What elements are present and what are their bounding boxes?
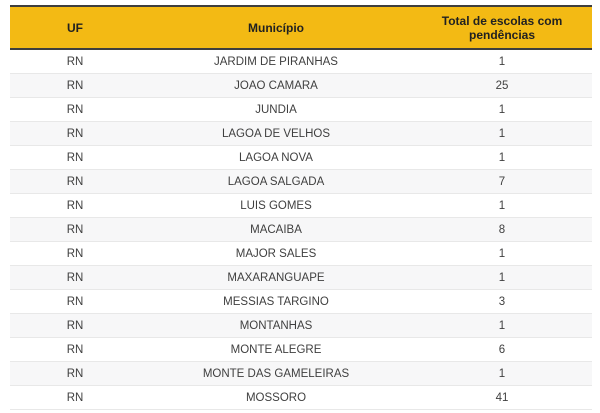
table-row: RN MOSSORO 41 xyxy=(10,386,592,410)
table-row: RN JOAO CAMARA 25 xyxy=(10,74,592,98)
cell-uf: RN xyxy=(66,127,84,140)
cell-total: 1 xyxy=(498,271,506,284)
cell-uf: RN xyxy=(66,271,84,284)
cell-uf: RN xyxy=(66,391,84,404)
cell-uf: RN xyxy=(66,79,84,92)
cell-municipio: LAGOA DE VELHOS xyxy=(221,127,330,140)
table-row: RN LUIS GOMES 1 xyxy=(10,194,592,218)
cell-uf: RN xyxy=(66,175,84,188)
cell-municipio: MACAIBA xyxy=(250,223,302,236)
cell-municipio: MAXARANGUAPE xyxy=(227,271,325,284)
cell-uf: RN xyxy=(66,319,84,332)
table-row: RN JUNDIA 1 xyxy=(10,98,592,122)
cell-municipio: JOAO CAMARA xyxy=(234,79,318,92)
table-row: RN MONTANHAS 1 xyxy=(10,314,592,338)
cell-municipio: MONTE DAS GAMELEIRAS xyxy=(202,367,350,380)
cell-uf: RN xyxy=(66,295,84,308)
cell-total: 6 xyxy=(498,343,506,356)
cell-uf: RN xyxy=(66,367,84,380)
cell-total: 1 xyxy=(498,55,506,68)
cell-uf: RN xyxy=(66,55,84,68)
cell-total: 1 xyxy=(498,127,506,140)
cell-total: 41 xyxy=(495,391,509,404)
cell-total: 1 xyxy=(498,367,506,380)
table-row: RN LAGOA NOVA 1 xyxy=(10,146,592,170)
cell-total: 1 xyxy=(498,247,506,260)
cell-total: 8 xyxy=(498,223,506,236)
cell-total: 7 xyxy=(498,175,506,188)
table-row: RN MAJOR SALES 1 xyxy=(10,242,592,266)
pendencias-table: UF Município Total de escolas com pendên… xyxy=(10,5,592,410)
cell-total: 1 xyxy=(498,319,506,332)
cell-total: 1 xyxy=(498,199,506,212)
cell-uf: RN xyxy=(66,223,84,236)
cell-total: 1 xyxy=(498,103,506,116)
cell-total: 3 xyxy=(498,295,506,308)
cell-total: 1 xyxy=(498,151,506,164)
table-row: RN MONTE ALEGRE 6 xyxy=(10,338,592,362)
cell-municipio: MESSIAS TARGINO xyxy=(223,295,329,308)
cell-total: 25 xyxy=(495,79,509,92)
cell-municipio: LAGOA NOVA xyxy=(239,151,313,164)
column-header-municipio[interactable]: Município xyxy=(248,20,304,35)
cell-uf: RN xyxy=(66,343,84,356)
cell-municipio: MONTE ALEGRE xyxy=(230,343,322,356)
cell-uf: RN xyxy=(66,103,84,116)
cell-municipio: MONTANHAS xyxy=(239,319,313,332)
table-row: RN MAXARANGUAPE 1 xyxy=(10,266,592,290)
cell-municipio: JUNDIA xyxy=(255,103,297,116)
table-row: RN MACAIBA 8 xyxy=(10,218,592,242)
cell-uf: RN xyxy=(66,151,84,164)
cell-municipio: LAGOA SALGADA xyxy=(227,175,325,188)
table-row: RN MONTE DAS GAMELEIRAS 1 xyxy=(10,362,592,386)
table-row: RN MESSIAS TARGINO 3 xyxy=(10,290,592,314)
cell-municipio: MAJOR SALES xyxy=(235,247,317,260)
cell-uf: RN xyxy=(66,247,84,260)
column-header-uf[interactable]: UF xyxy=(67,20,83,35)
column-header-total-escolas-pendencias[interactable]: Total de escolas com pendências xyxy=(441,13,563,42)
table-header-row: UF Município Total de escolas com pendên… xyxy=(10,5,592,50)
cell-municipio: JARDIM DE PIRANHAS xyxy=(214,55,338,68)
table-row: RN LAGOA DE VELHOS 1 xyxy=(10,122,592,146)
table-row: RN JARDIM DE PIRANHAS 1 xyxy=(10,50,592,74)
cell-municipio: LUIS GOMES xyxy=(240,199,312,212)
cell-municipio: MOSSORO xyxy=(245,391,307,404)
table-row: RN LAGOA SALGADA 7 xyxy=(10,170,592,194)
table-body: RN JARDIM DE PIRANHAS 1 RN JOAO CAMARA 2… xyxy=(10,50,592,410)
cell-uf: RN xyxy=(66,199,84,212)
